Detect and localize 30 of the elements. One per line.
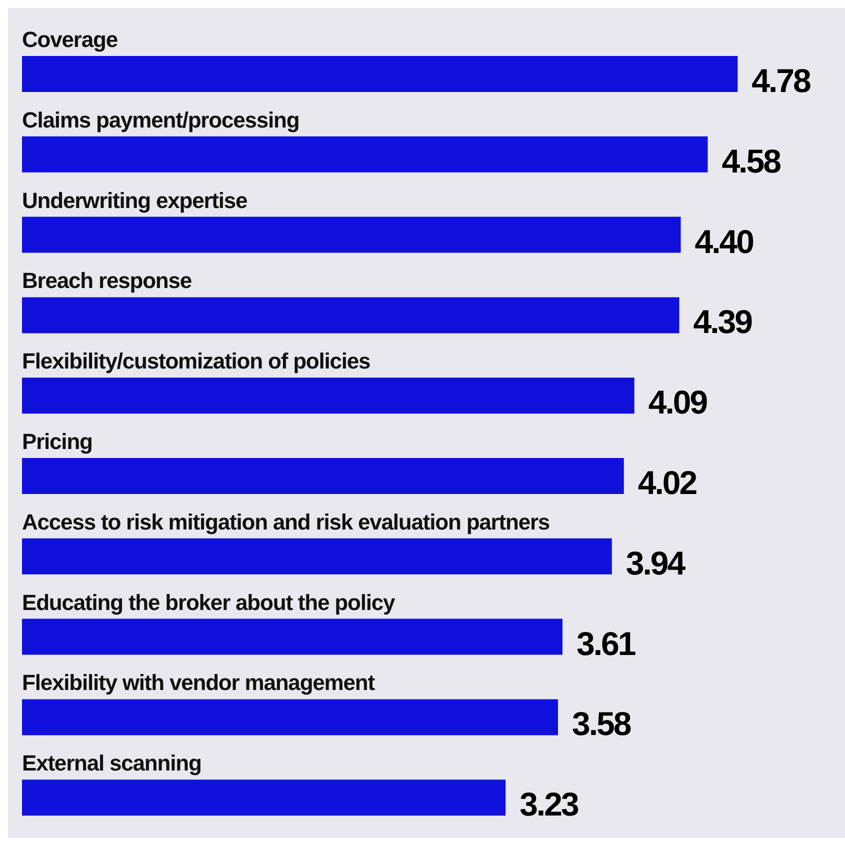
y-tick-label: Educating the broker about the policy xyxy=(22,590,396,615)
data-label: 4.58 xyxy=(722,142,782,180)
bar xyxy=(22,618,562,655)
data-label: 4.02 xyxy=(638,464,698,501)
data-label: 4.09 xyxy=(648,384,708,421)
bar xyxy=(22,216,681,253)
y-tick-label: Coverage xyxy=(22,27,118,52)
bar xyxy=(22,136,708,172)
bar xyxy=(22,297,680,334)
y-tick-label: Flexibility/customization of policies xyxy=(22,348,371,374)
bar xyxy=(22,699,558,736)
data-label: 4.78 xyxy=(752,62,812,99)
data-label: 3.94 xyxy=(626,544,686,582)
data-label: 3.23 xyxy=(520,786,579,823)
data-label: 4.39 xyxy=(693,303,753,340)
y-tick-label: Underwriting expertise xyxy=(22,188,248,213)
data-label: 3.61 xyxy=(576,624,636,662)
bar xyxy=(22,538,612,574)
y-tick-label: Pricing xyxy=(22,429,92,454)
y-tick-label: External scanning xyxy=(22,750,202,776)
data-label: 3.58 xyxy=(572,705,632,742)
data-label: 4.40 xyxy=(694,222,754,260)
y-tick-label: Breach response xyxy=(22,268,192,294)
y-tick-label: Flexibility with vendor management xyxy=(22,670,376,696)
bar xyxy=(22,56,738,92)
bar xyxy=(22,780,506,816)
bar xyxy=(22,378,634,414)
bar xyxy=(22,458,624,494)
y-tick-label: Access to risk mitigation and risk evaluation partners xyxy=(22,509,550,534)
y-tick-label: Claims payment/processing xyxy=(22,107,300,132)
